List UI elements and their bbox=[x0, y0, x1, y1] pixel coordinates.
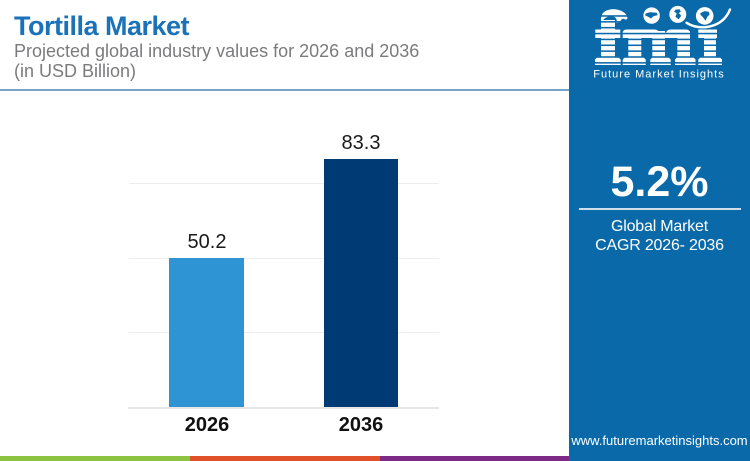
svg-text:Future Market Insights: Future Market Insights bbox=[593, 68, 724, 80]
